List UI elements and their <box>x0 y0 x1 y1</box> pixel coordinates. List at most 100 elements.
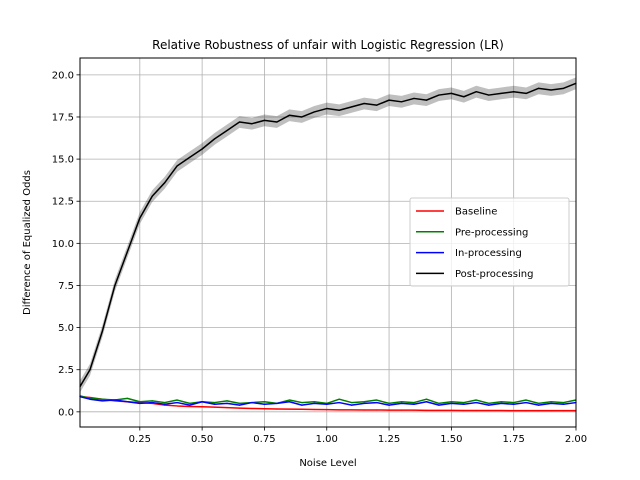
post-processing-point <box>513 91 515 93</box>
pre-processing-point <box>388 402 390 405</box>
in-processing-point <box>226 402 228 405</box>
baseline-point <box>176 405 178 407</box>
x-tick-label: 1.75 <box>503 434 525 445</box>
in-processing-point <box>438 404 440 406</box>
baseline-point <box>288 408 290 410</box>
baseline-point <box>425 409 428 411</box>
post-processing-point <box>450 92 452 94</box>
in-processing-point <box>488 404 490 406</box>
pre-processing-point <box>513 401 515 404</box>
baseline-point <box>351 409 353 411</box>
in-processing-point <box>538 404 540 406</box>
y-tick-label: 7.5 <box>58 281 74 292</box>
in-processing-point <box>126 401 128 403</box>
in-processing-point <box>164 403 166 405</box>
pre-processing-point <box>550 401 552 403</box>
post-processing-point <box>463 96 465 98</box>
pre-processing-point <box>500 401 502 403</box>
in-processing-point <box>313 402 315 405</box>
in-processing-point <box>562 403 565 405</box>
post-processing-point <box>301 116 303 118</box>
post-processing-point <box>164 182 166 184</box>
y-tick-label: 10.0 <box>52 239 74 250</box>
pre-processing-point <box>338 398 340 400</box>
baseline-point <box>550 410 552 412</box>
baseline-point <box>513 410 515 412</box>
in-processing-point <box>388 404 390 406</box>
in-processing-point <box>139 402 141 405</box>
y-axis: 0.0 2.5 5.0 7.5 10.0 12.5 15.0 17.5 20.0 <box>52 70 80 418</box>
pre-processing-point <box>139 401 141 403</box>
baseline-point <box>301 408 303 410</box>
post-processing-point <box>388 99 390 101</box>
post-processing-point <box>562 87 565 89</box>
post-processing-point <box>114 284 116 287</box>
baseline-point <box>438 409 440 411</box>
post-processing-point <box>500 92 502 94</box>
pre-processing-point <box>101 398 104 400</box>
post-processing-point <box>276 121 278 123</box>
baseline-point <box>263 408 266 410</box>
in-processing-point <box>238 404 241 406</box>
in-processing-point <box>550 402 552 405</box>
post-processing-point <box>538 87 540 89</box>
post-processing-point <box>338 109 340 111</box>
in-processing-point <box>151 401 153 404</box>
post-processing-point <box>376 104 378 106</box>
in-processing-point <box>114 399 116 401</box>
post-processing-point <box>101 330 104 332</box>
in-processing-point <box>201 401 203 403</box>
post-processing-point <box>139 217 141 219</box>
y-tick-label: 12.5 <box>52 197 74 208</box>
y-tick-label: 0.0 <box>58 407 74 418</box>
baseline-point <box>376 409 378 411</box>
legend-label-in-processing: In-processing <box>455 248 522 259</box>
x-axis: 0.25 0.50 0.75 1.00 1.25 1.50 1.75 2.00 <box>129 427 587 445</box>
baseline-point <box>388 409 390 411</box>
x-tick-label: 1.25 <box>378 434 400 445</box>
y-tick-label: 17.5 <box>52 112 74 123</box>
baseline-point <box>326 409 328 411</box>
in-processing-point <box>400 402 403 405</box>
baseline-point <box>450 409 452 411</box>
post-processing-point <box>413 97 415 100</box>
baseline-point <box>363 409 365 411</box>
post-processing-point <box>151 195 153 197</box>
in-processing-point <box>326 403 328 405</box>
baseline-point <box>338 409 340 411</box>
plot-frame <box>79 57 577 428</box>
baseline-point <box>400 409 403 411</box>
post-processing-point <box>238 121 241 123</box>
post-processing-point <box>226 129 228 132</box>
in-processing-point <box>475 401 477 404</box>
pre-processing-point <box>126 397 128 399</box>
post-processing-point <box>525 92 527 94</box>
post-processing-point <box>475 91 477 93</box>
pre-processing-point <box>301 401 303 404</box>
post-processing-point <box>251 123 253 125</box>
in-processing-point <box>251 401 253 404</box>
x-tick-label: 1.00 <box>316 434 338 445</box>
in-processing-point <box>500 402 502 405</box>
in-processing-point <box>288 401 290 403</box>
in-processing-point <box>513 403 515 405</box>
post-processing-point <box>313 111 315 113</box>
x-tick-label: 1.50 <box>440 434 462 445</box>
pre-processing-point <box>363 401 365 403</box>
post-processing-point <box>400 101 403 103</box>
post-processing-point <box>263 119 266 121</box>
in-processing-point <box>101 400 104 402</box>
post-processing-point <box>213 138 216 140</box>
in-processing-point <box>463 403 465 405</box>
post-processing-point <box>326 107 328 110</box>
legend-label-baseline: Baseline <box>455 207 497 218</box>
x-tick-label: 0.25 <box>129 434 151 445</box>
x-axis-label: Noise Level <box>299 458 356 469</box>
pre-processing-point <box>525 399 527 401</box>
baseline-point <box>488 409 490 412</box>
pre-processing-point <box>164 401 166 404</box>
in-processing-point <box>363 402 365 405</box>
baseline-point <box>538 410 540 412</box>
post-processing-point <box>288 114 290 116</box>
in-processing-point <box>525 401 527 404</box>
